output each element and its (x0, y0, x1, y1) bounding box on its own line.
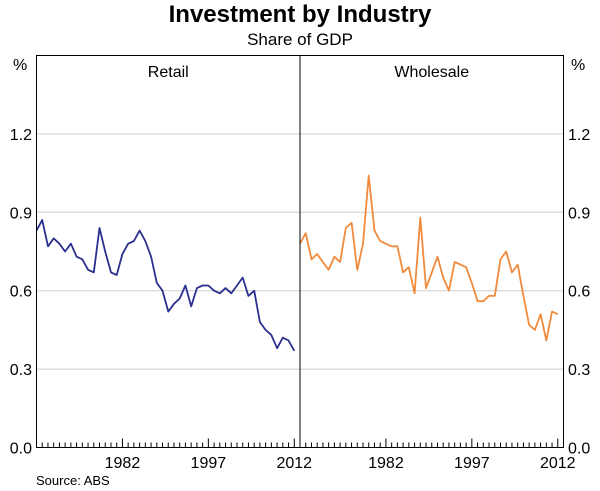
y-tick-label-left: 1.2 (10, 127, 32, 144)
panel-label-wholesale: Wholesale (394, 64, 469, 81)
panel-label-retail: Retail (148, 64, 189, 81)
y-unit-left: % (13, 57, 27, 74)
y-tick-label-right: 0.0 (568, 441, 590, 458)
y-tick-label-left: 0.3 (10, 362, 32, 379)
series-line-wholesale (299, 174, 559, 342)
y-tick-label-right: 0.6 (568, 284, 590, 301)
y-tick-label-left: 0.6 (10, 284, 32, 301)
y-tick-label-right: 0.3 (568, 362, 590, 379)
y-tick-label-right: 1.2 (568, 127, 590, 144)
y-unit-right: % (571, 57, 585, 74)
x-tick-label: 1997 (191, 455, 227, 472)
x-tick-label: 1982 (105, 455, 141, 472)
chart-subtitle: Share of GDP (247, 30, 353, 49)
x-tick-label: 1982 (368, 455, 404, 472)
x-tick-label: 2012 (540, 455, 576, 472)
series-line-retail (35, 219, 296, 352)
y-tick-label-left: 0.9 (10, 205, 32, 222)
x-tick-label: 2012 (276, 455, 312, 472)
chart-title: Investment by Industry (169, 1, 432, 28)
y-tick-label-right: 0.9 (568, 205, 590, 222)
y-tick-label-left: 0.0 (10, 441, 32, 458)
source-note: Source: ABS (36, 473, 110, 488)
y-axis-right: 0.0 0.3 0.6 0.9 1.2 (568, 127, 590, 458)
x-axis-ticks (36, 438, 564, 448)
y-axis-left: 0.0 0.3 0.6 0.9 1.2 (10, 127, 32, 458)
x-tick-label: 1997 (454, 455, 490, 472)
